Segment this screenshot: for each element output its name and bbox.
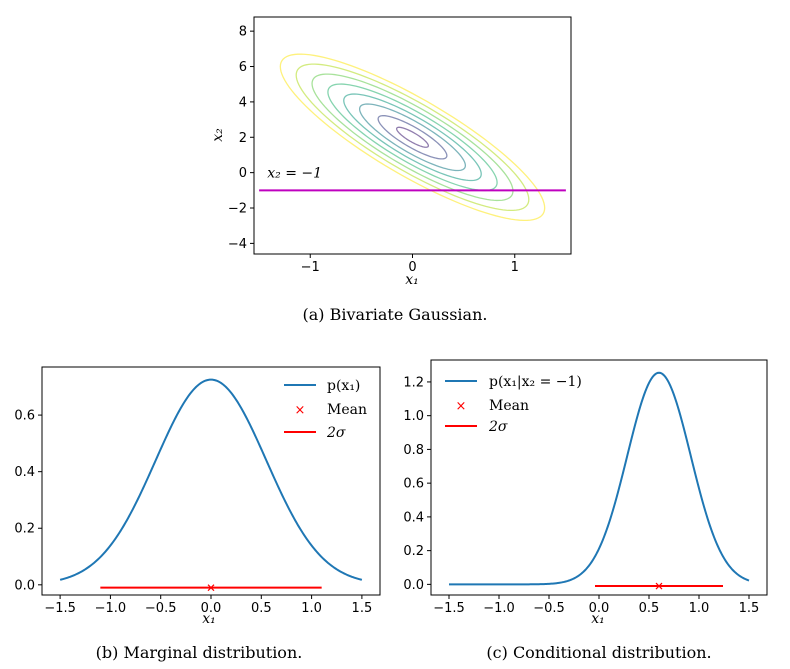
y-tick-label: 0.6 [403, 477, 424, 492]
contour-level [358, 103, 467, 172]
plot-area-marginal [41, 366, 381, 596]
x-tick-label: −1.5 [433, 601, 465, 616]
y-axis-ticks: −4 −2 0 2 4 6 8 [228, 25, 254, 252]
x-tick-label: −1.5 [44, 601, 76, 616]
y-tick-label: 0 [239, 166, 247, 181]
density-curve [449, 371, 750, 586]
plot-area-bivariate [253, 16, 572, 255]
x-axis-ticks: −1.5 −1.0 −0.5 0.0 0.5 1.0 1.5 [44, 595, 372, 616]
x-tick-label: 1.5 [352, 601, 373, 616]
y-tick-label: 0.6 [14, 409, 35, 424]
x-tick-label: 0 [408, 260, 416, 275]
condition-annotation: x₂ = −1 [267, 165, 322, 181]
legend-marginal: p(x₁) × Mean 2σ [284, 378, 367, 441]
y-tick-label: 0.2 [403, 544, 424, 559]
y-tick-label: 4 [239, 95, 247, 110]
contour-level [295, 63, 530, 212]
legend-label-mean: Mean [327, 402, 367, 418]
y-tick-label: 0.0 [403, 578, 424, 593]
legend-marker-swatch: × [295, 403, 306, 418]
caption-marginal: (b) Marginal distribution. [96, 643, 303, 662]
y-tick-label: 1.0 [403, 409, 424, 424]
y-tick-label: 0.4 [14, 465, 35, 480]
contour-level [279, 53, 546, 222]
x-tick-label: 0.5 [639, 601, 660, 616]
y-tick-label: −2 [228, 202, 247, 217]
y-tick-label: 1.2 [403, 375, 424, 390]
y-tick-label: 2 [239, 131, 247, 146]
x-axis-ticks: −1 0 1 [301, 254, 519, 275]
plot-area-conditional [430, 359, 768, 596]
x-tick-label: −1.0 [95, 601, 127, 616]
panel-conditional: −1.5 −1.0 −0.5 0.0 0.5 1.0 1.5 0.0 0.2 0.4 0.6 0.8… [403, 359, 768, 662]
caption-conditional: (c) Conditional distribution. [486, 643, 711, 662]
y-axis-label: x₂ [210, 128, 226, 142]
x-axis-ticks: −1.5 −1.0 −0.5 0.0 0.5 1.0 1.5 [433, 595, 759, 616]
x-tick-label: 0.5 [251, 601, 272, 616]
y-axis-ticks: 0.0 0.2 0.4 0.6 0.8 1.0 1.2 [403, 375, 431, 593]
legend-marker-swatch: × [456, 399, 467, 414]
x-tick-label: 0.0 [589, 601, 610, 616]
y-tick-label: 6 [239, 60, 247, 75]
contour-level [343, 93, 482, 182]
x-tick-label: 1.0 [689, 601, 710, 616]
x-tick-label: 1.0 [301, 601, 322, 616]
x-tick-label: −1.0 [483, 601, 515, 616]
y-tick-label: 0.8 [403, 443, 424, 458]
marginal-plot-group [59, 378, 363, 592]
legend-label-interval: 2σ [488, 419, 508, 435]
x-tick-label: −1 [301, 260, 320, 275]
x-tick-label: −0.5 [145, 601, 177, 616]
legend-label-pdf: p(x₁|x₂ = −1) [489, 374, 582, 390]
panel-bivariate: x₂ = −1 −1 0 1 −4 −2 0 2 4 6 8 x₁ x₂ (a) Bivaria… [210, 16, 572, 324]
y-axis-ticks: 0.0 0.2 0.4 0.6 [14, 409, 42, 593]
mean-marker [207, 584, 215, 592]
y-tick-label: 0.0 [14, 578, 35, 593]
y-tick-label: 0.2 [14, 522, 35, 537]
legend-label-interval: 2σ [326, 425, 346, 441]
y-tick-label: 0.4 [403, 510, 424, 525]
x-axis-label: x₁ [202, 611, 216, 627]
legend-label-pdf: p(x₁) [327, 378, 360, 394]
x-tick-label: 1.5 [739, 601, 760, 616]
contour-level [395, 126, 430, 148]
x-axis-label: x₁ [405, 272, 419, 288]
contour-level [377, 115, 448, 160]
panel-marginal: −1.5 −1.0 −0.5 0.0 0.5 1.0 1.5 0.0 0.2 0.4 0.6 x₁… [14, 366, 381, 662]
conditional-plot-group [449, 371, 750, 590]
contour-level [311, 73, 514, 202]
x-tick-label: 0.0 [201, 601, 222, 616]
x-tick-label: −0.5 [533, 601, 565, 616]
x-tick-label: 1 [511, 260, 519, 275]
y-tick-label: 8 [239, 25, 247, 40]
caption-bivariate: (a) Bivariate Gaussian. [303, 305, 488, 324]
density-curve [59, 378, 363, 581]
legend-label-mean: Mean [489, 398, 529, 414]
mean-marker [655, 582, 663, 590]
legend-conditional: p(x₁|x₂ = −1) × Mean 2σ [445, 374, 582, 435]
x-axis-label: x₁ [591, 611, 605, 627]
y-tick-label: −4 [228, 237, 247, 252]
